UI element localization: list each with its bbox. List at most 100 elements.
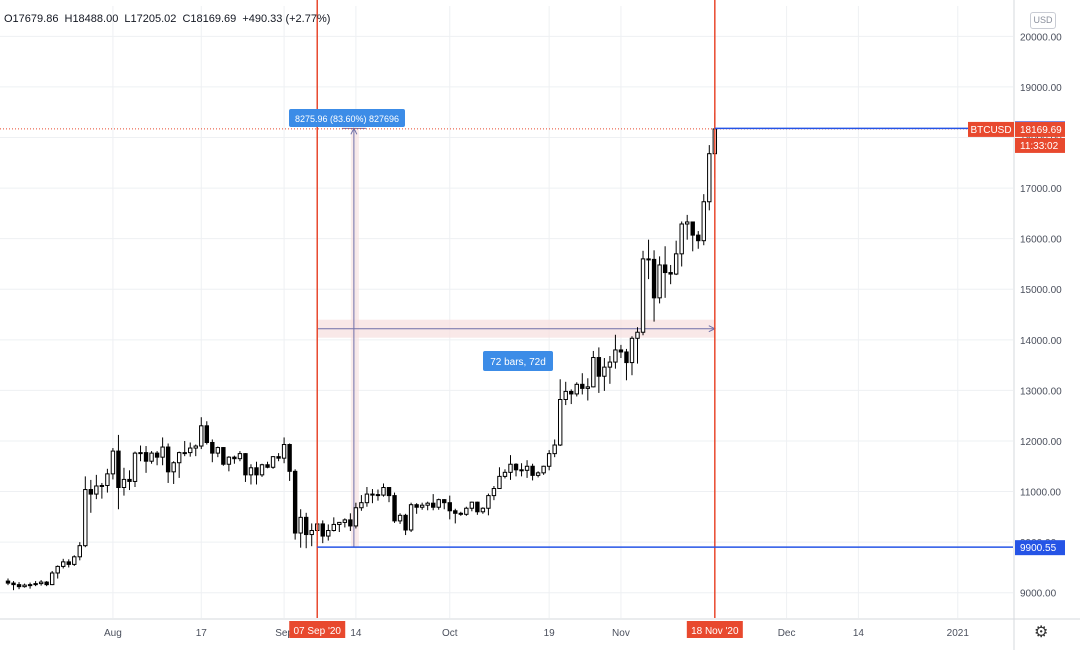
candle-body	[541, 465, 546, 474]
candle-body	[701, 201, 706, 242]
candle-body	[353, 507, 359, 527]
candle-body	[61, 561, 66, 567]
candle-body	[574, 383, 579, 395]
candle-body	[88, 489, 94, 495]
candle-body	[519, 469, 524, 472]
candle-body	[618, 349, 624, 353]
drawing-lines[interactable]: 8275.96 (83.60%) 827696 72 bars, 72d	[289, 0, 1013, 618]
price-range-box	[289, 109, 405, 127]
ohlc-open: O17679.86	[4, 13, 59, 25]
last-price-badge: 18169.69	[1015, 121, 1065, 137]
candle-body	[480, 507, 486, 513]
candle-body	[154, 452, 160, 458]
y-tick-label: 11000.00	[1020, 488, 1061, 499]
candle-body	[662, 264, 668, 274]
candle-body	[281, 444, 287, 459]
measure-v-arrow	[350, 127, 358, 135]
candle-body	[690, 221, 695, 236]
symbol-badge: BTCUSD	[968, 121, 1014, 137]
candle-body	[464, 507, 469, 515]
candle-body	[83, 489, 88, 547]
y-tick-label: 15000.00	[1020, 285, 1062, 296]
candle-body	[33, 583, 38, 586]
candle-body	[94, 485, 99, 495]
candle-body	[607, 361, 613, 368]
ohlc-change: +490.33 (+2.77%)	[242, 13, 331, 25]
candle-body	[226, 456, 232, 465]
ohlc-close: C18169.69	[182, 13, 237, 25]
candle-body	[629, 337, 635, 364]
candle-body	[232, 456, 237, 460]
candle-body	[204, 425, 209, 443]
candle-body	[348, 519, 353, 527]
candle-body	[303, 516, 309, 536]
candle-body	[513, 463, 519, 471]
candle-body	[430, 502, 436, 508]
last-price-badge-text: 18169.69	[1020, 125, 1062, 136]
candle-body	[254, 467, 259, 476]
countdown-badge-box	[1015, 137, 1065, 153]
candle-body	[110, 450, 116, 475]
candle-body	[292, 470, 298, 534]
candle-body	[160, 446, 165, 458]
candle-body	[497, 475, 502, 490]
candle-body	[72, 556, 77, 565]
currency-button[interactable]: USD	[1030, 12, 1056, 29]
candle-body	[66, 561, 71, 565]
candle-body	[657, 264, 662, 299]
gear-icon[interactable]: ⚙	[1034, 624, 1049, 641]
candle-body	[215, 447, 221, 454]
candle-body	[453, 510, 458, 514]
candle-body	[132, 452, 138, 482]
date-start-badge-box	[289, 621, 346, 638]
candle-body	[392, 495, 397, 522]
candle-body	[320, 523, 325, 537]
candle-body	[188, 447, 193, 454]
candle-body	[193, 445, 198, 449]
candle-body	[491, 488, 497, 497]
y-tick-label: 16000.00	[1020, 235, 1062, 246]
candle-body	[502, 471, 508, 477]
candle-body	[397, 514, 403, 522]
candle-body	[436, 499, 441, 508]
candle-body	[679, 223, 684, 255]
candle-body	[270, 456, 276, 468]
y-tick-label: 19000.00	[1020, 83, 1062, 94]
date-end-badge-box	[686, 621, 743, 638]
candle-body	[613, 349, 618, 363]
measure-tool[interactable]	[0, 127, 1013, 548]
candle-body	[475, 501, 480, 513]
candle-body	[673, 253, 679, 275]
candlestick-series	[5, 112, 718, 591]
candle-body	[419, 504, 425, 508]
price-range-text: 8275.96 (83.60%) 827696	[295, 114, 399, 124]
candle-body	[210, 441, 215, 454]
candle-body	[535, 472, 541, 476]
candle-body	[408, 504, 414, 531]
candle-body	[685, 221, 690, 225]
candle-body	[414, 504, 419, 508]
candle-body	[309, 529, 314, 536]
candle-body	[546, 453, 552, 467]
candle-body	[265, 464, 270, 468]
date-end-badge: 18 Nov '20	[686, 621, 743, 638]
candle-body	[221, 447, 226, 465]
candle-body	[38, 581, 44, 585]
candle-body	[602, 366, 607, 377]
candle-body	[563, 390, 568, 401]
candle-body	[243, 453, 248, 476]
candle-body	[199, 425, 204, 447]
candle-body	[596, 357, 602, 377]
symbol-badge-box	[968, 121, 1014, 137]
candle-body	[668, 272, 673, 275]
x-tick-label: Sep	[275, 628, 293, 639]
y-tick-label: 20000.00	[1020, 32, 1062, 43]
candle-body	[557, 399, 563, 446]
candle-body	[326, 529, 331, 537]
candle-body	[5, 580, 11, 584]
x-tick-label: Aug	[104, 628, 122, 639]
x-tick-label: 17	[196, 628, 208, 639]
candle-body	[11, 582, 16, 586]
price-range-label: 8275.96 (83.60%) 827696	[289, 109, 405, 127]
